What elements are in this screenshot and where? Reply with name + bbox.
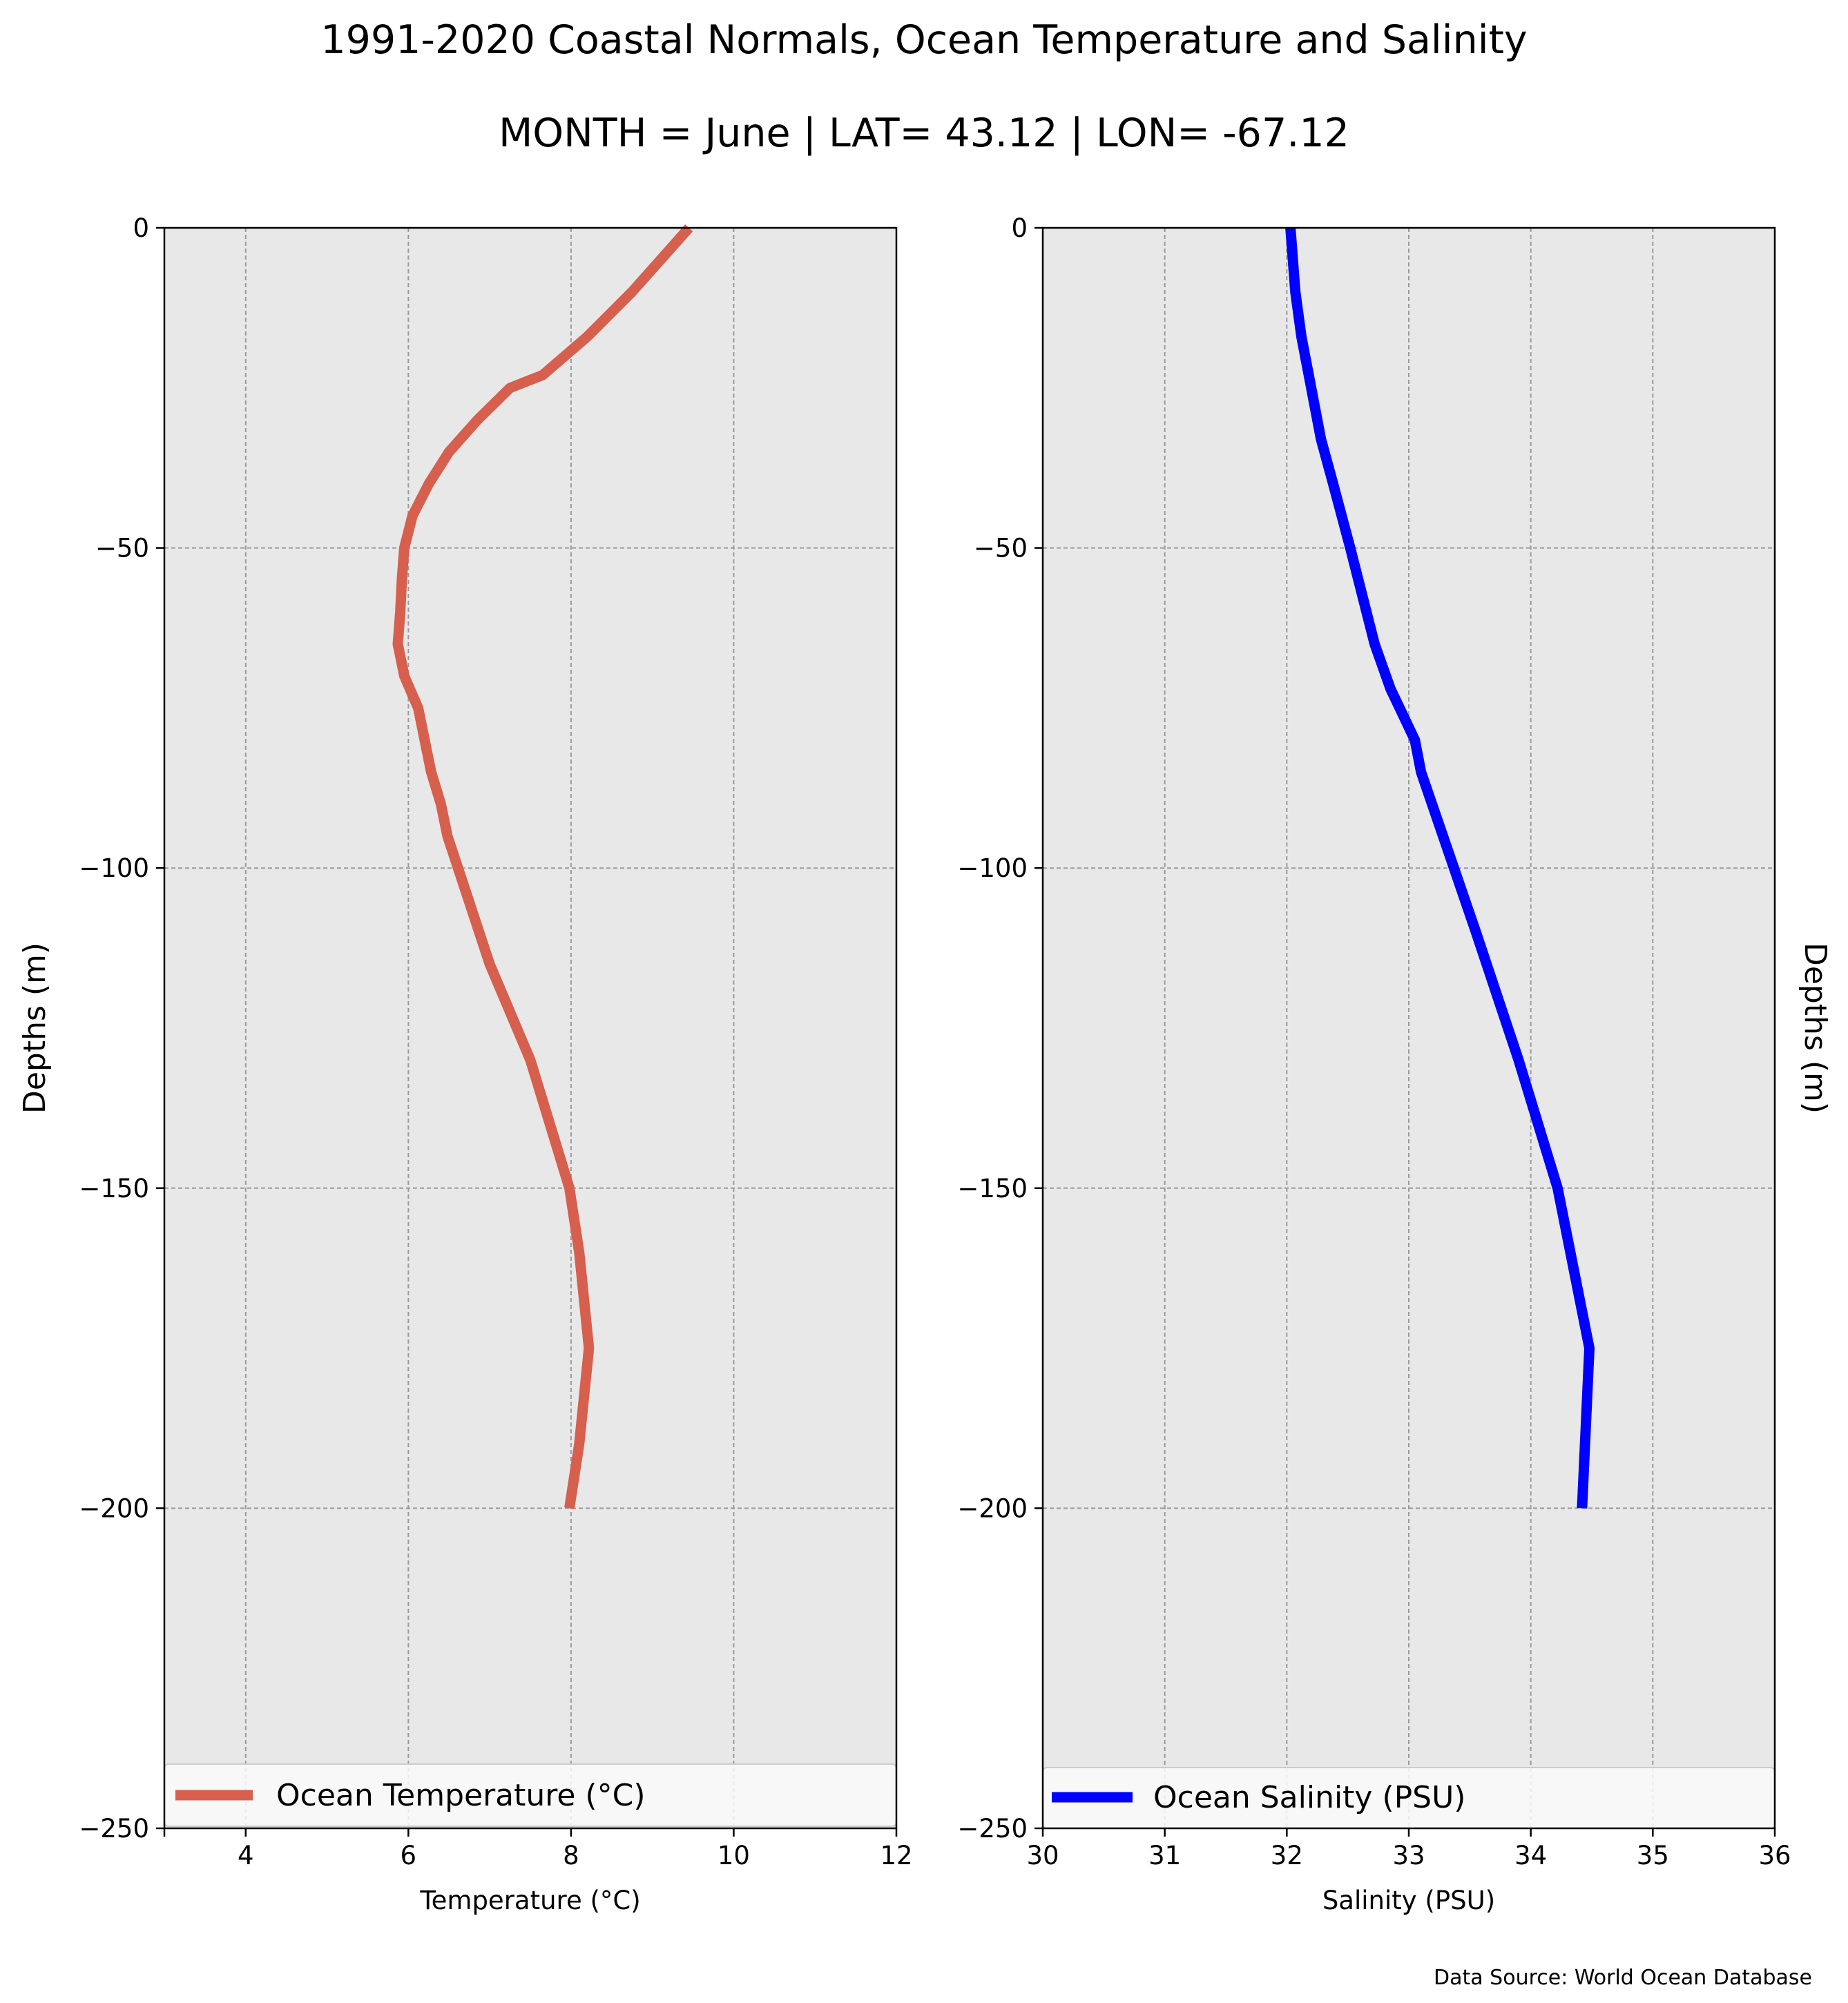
temperature-plot-frame (163, 226, 898, 1830)
salinity-series-group (1285, 227, 1595, 1509)
salinity-legend-label: Ocean Salinity (PSU) (1153, 1780, 1465, 1815)
salinity-x-tick-label: 34 (1514, 1841, 1547, 1870)
salinity-y-tick-label: −250 (957, 1814, 1028, 1844)
salinity-x-tick-label: 36 (1758, 1841, 1791, 1870)
temperature-x-tick-label: 6 (401, 1841, 417, 1870)
temperature-y-axis-label: Depths (m) (17, 942, 52, 1114)
temperature-grid (164, 228, 896, 1828)
temperature-series-line (392, 224, 693, 1509)
salinity-y-tick-label: −200 (957, 1493, 1028, 1523)
temperature-y-tick-label: −200 (79, 1493, 149, 1523)
salinity-x-tick-label: 32 (1271, 1841, 1303, 1870)
salinity-x-tick-label: 33 (1392, 1841, 1425, 1870)
salinity-x-tick-label: 30 (1026, 1841, 1059, 1870)
temperature-x-tick-label: 4 (238, 1841, 254, 1870)
temperature-y-tick-label: −150 (79, 1174, 149, 1203)
data-source-note: Data Source: World Ocean Database (1434, 1966, 1812, 1990)
salinity-y-tick-label: 0 (1011, 213, 1028, 243)
temperature-y-tick-label: −100 (79, 853, 149, 883)
temperature-plot-area (164, 228, 896, 1828)
temperature-x-tick-label: 8 (563, 1841, 579, 1870)
temperature-x-tick-label: 12 (880, 1841, 912, 1870)
temperature-legend-label: Ocean Temperature (°C) (276, 1778, 646, 1813)
salinity-legend: Ocean Salinity (PSU) (1042, 1767, 1775, 1829)
temperature-x-tick-label: 10 (718, 1841, 750, 1870)
temperature-y-tick-label: −250 (79, 1814, 149, 1844)
temperature-x-axis-label: Temperature (°C) (419, 1886, 640, 1915)
salinity-panel: Ocean Salinity (PSU) 30 31 32 33 34 35 36 0 −50… (957, 213, 1833, 1915)
figure-title: 1991-2020 Coastal Normals, Ocean Tempera… (320, 17, 1527, 63)
salinity-x-tick-label: 31 (1148, 1841, 1181, 1870)
salinity-y-axis: 0 −50 −100 −150 −200 −250 (957, 213, 1043, 1844)
temperature-panel: Ocean Temperature (°C) 4 6 8 10 12 0 −50 −100 −… (17, 213, 913, 1915)
salinity-y-axis-label: Depths (m) (1798, 942, 1833, 1114)
temperature-series-group (392, 224, 693, 1509)
temperature-legend: Ocean Temperature (°C) (164, 1763, 897, 1827)
figure-subtitle: MONTH = June | LAT= 43.12 | LON= -67.12 (499, 110, 1349, 156)
salinity-x-axis: 30 31 32 33 34 35 36 (1026, 1828, 1791, 1870)
temperature-y-tick-label: −50 (95, 534, 149, 563)
temperature-y-tick-label: 0 (133, 213, 149, 243)
salinity-x-axis-label: Salinity (PSU) (1322, 1886, 1495, 1915)
salinity-grid (1043, 228, 1775, 1828)
salinity-series-line (1285, 227, 1595, 1509)
salinity-x-tick-label: 35 (1637, 1841, 1669, 1870)
salinity-y-tick-label: −50 (974, 534, 1028, 563)
salinity-y-tick-label: −100 (957, 853, 1028, 883)
salinity-y-tick-label: −150 (957, 1174, 1028, 1203)
temperature-y-axis: 0 −50 −100 −150 −200 −250 (79, 213, 164, 1844)
temperature-x-axis: 4 6 8 10 12 (163, 1828, 913, 1870)
